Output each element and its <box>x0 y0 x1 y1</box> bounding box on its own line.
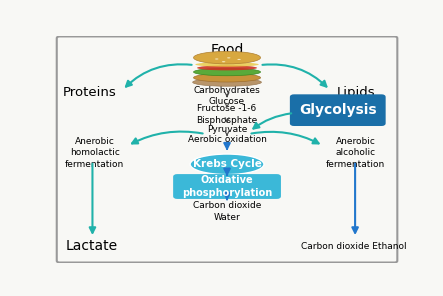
Ellipse shape <box>190 154 264 175</box>
Ellipse shape <box>195 62 259 67</box>
FancyBboxPatch shape <box>57 36 397 263</box>
Ellipse shape <box>227 57 230 58</box>
Text: Fructose -1-6
Bisphosphate: Fructose -1-6 Bisphosphate <box>196 104 258 125</box>
Text: Proteins: Proteins <box>63 86 117 99</box>
FancyBboxPatch shape <box>290 94 386 126</box>
Ellipse shape <box>215 58 218 59</box>
Text: Anerobic
homolactic
fermentation: Anerobic homolactic fermentation <box>65 136 124 169</box>
Text: Glucose: Glucose <box>209 97 245 106</box>
Text: Carbohydrates: Carbohydrates <box>194 86 260 95</box>
Text: Aerobic oxidation: Aerobic oxidation <box>187 135 267 144</box>
Text: Pyruvate: Pyruvate <box>207 125 247 134</box>
Ellipse shape <box>197 65 257 70</box>
Text: Lactate: Lactate <box>66 239 117 253</box>
Ellipse shape <box>222 61 225 62</box>
Ellipse shape <box>194 68 260 76</box>
Ellipse shape <box>237 59 241 60</box>
Ellipse shape <box>194 52 260 64</box>
Text: Food: Food <box>210 43 244 57</box>
Text: Anerobic
alcoholic
fermentation: Anerobic alcoholic fermentation <box>326 136 385 169</box>
Text: Glycolysis: Glycolysis <box>299 103 377 117</box>
Text: Carbon dioxide
Water: Carbon dioxide Water <box>193 201 261 222</box>
Ellipse shape <box>194 73 260 82</box>
Text: Oxidative
phosphorylation: Oxidative phosphorylation <box>182 175 272 198</box>
Text: Lipids: Lipids <box>337 86 375 99</box>
Text: Krebs Cycle: Krebs Cycle <box>193 159 261 169</box>
Ellipse shape <box>193 78 261 86</box>
Text: Carbon dioxide Ethanol: Carbon dioxide Ethanol <box>301 242 407 251</box>
FancyBboxPatch shape <box>173 174 281 199</box>
